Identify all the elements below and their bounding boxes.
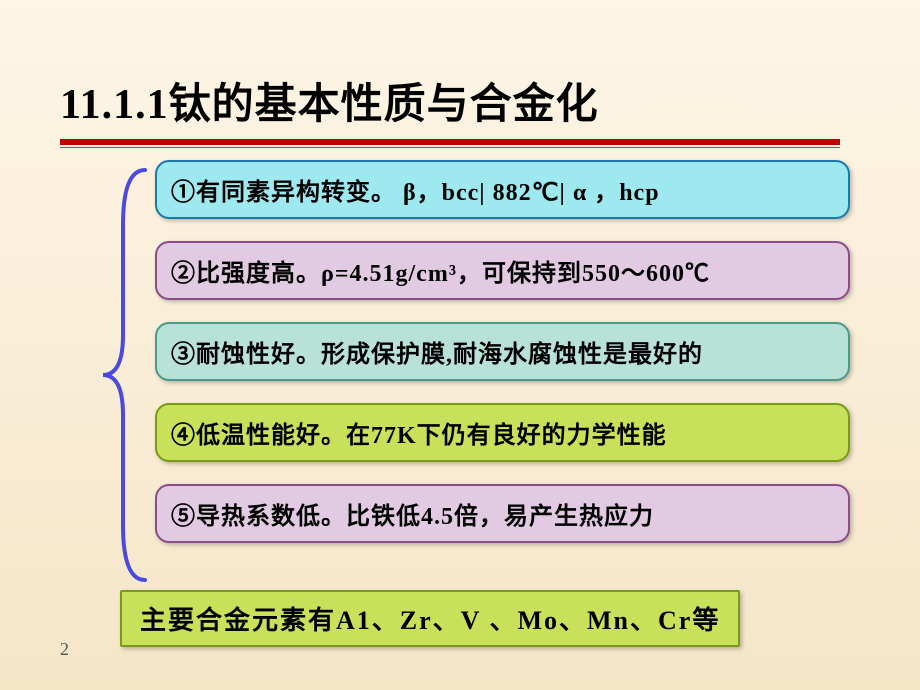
alloy-elements-box: 主要合金元素有A1、Zr、V 、Mo、Mn、Cr等 bbox=[120, 590, 740, 647]
title-underline bbox=[60, 139, 840, 148]
property-box-2: ②比强度高。ρ=4.51g/cm³，可保持到550～600℃ bbox=[155, 241, 850, 300]
slide-title: 11.1.1钛的基本性质与合金化 bbox=[0, 0, 920, 131]
property-box-5: ⑤导热系数低。比铁低4.5倍，易产生热应力 bbox=[155, 484, 850, 543]
page-number: 2 bbox=[60, 639, 69, 660]
property-boxes: ①有同素异构转变。 β，bcc| 882℃| α ，hcp ②比强度高。ρ=4.… bbox=[155, 160, 855, 565]
curly-brace-icon bbox=[95, 165, 155, 585]
thin-underline bbox=[60, 147, 840, 148]
property-box-4: ④低温性能好。在77K下仍有良好的力学性能 bbox=[155, 403, 850, 462]
property-box-1: ①有同素异构转变。 β，bcc| 882℃| α ，hcp bbox=[155, 160, 850, 219]
red-underline bbox=[60, 139, 840, 145]
property-box-3: ③耐蚀性好。形成保护膜,耐海水腐蚀性是最好的 bbox=[155, 322, 850, 381]
